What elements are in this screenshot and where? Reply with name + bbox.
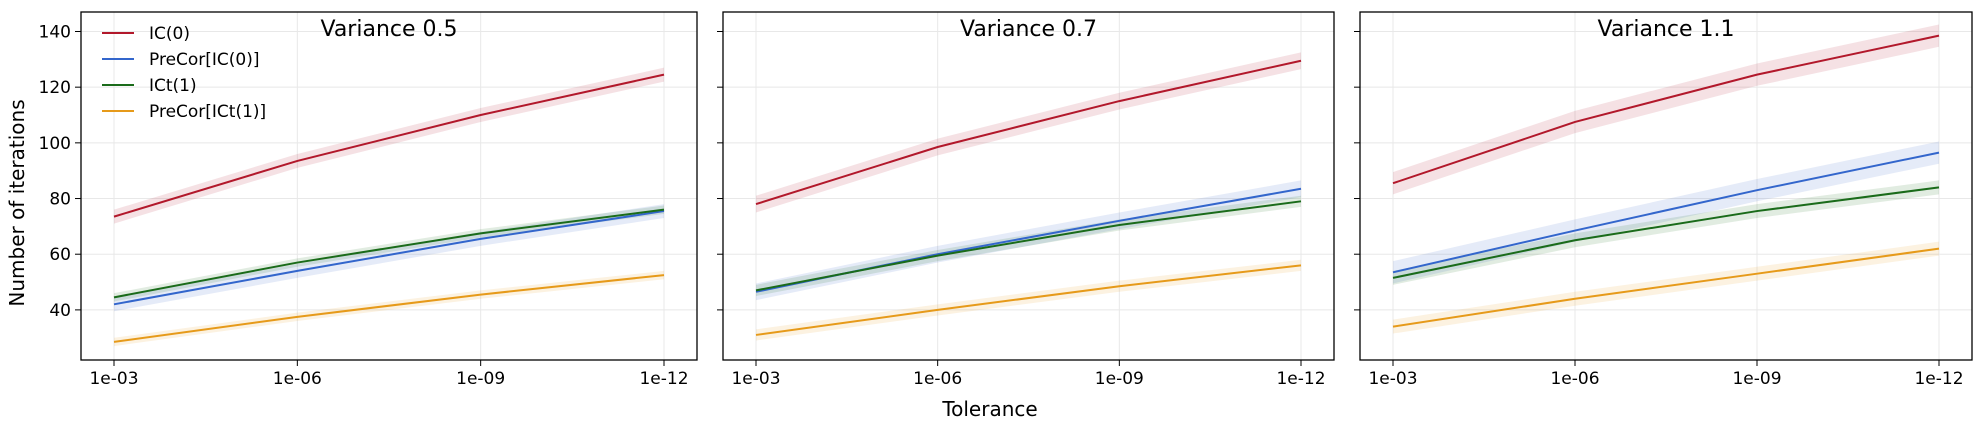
x-tick-label: 1e-09	[456, 369, 505, 389]
x-tick-label: 1e-06	[913, 369, 962, 389]
confidence-band-4	[1393, 241, 1939, 334]
x-tick-label: 1e-09	[1732, 369, 1781, 389]
plot-frame	[722, 11, 1335, 361]
x-tick-label: 1e-12	[1276, 369, 1325, 389]
series-line-1	[1392, 34, 1940, 185]
confidence-band-4	[756, 259, 1301, 341]
x-tick-label: 1e-12	[639, 369, 688, 389]
series-line-3	[1392, 186, 1940, 279]
confidence-band-3	[114, 205, 664, 302]
confidence-band-3	[1393, 180, 1939, 285]
confidence-band-3	[756, 195, 1301, 296]
x-tick-label: 1e-03	[731, 369, 780, 389]
panel-title: Variance 0.5	[320, 17, 457, 42]
legend-entry: PreCor[ICt(1)]	[149, 102, 266, 122]
series-line-3	[755, 200, 1302, 292]
x-tick-label: 1e-12	[1914, 369, 1963, 389]
x-tick-label: 1e-06	[1550, 369, 1599, 389]
series-line-1	[113, 73, 665, 218]
y-tick-label: 80	[49, 190, 71, 210]
legend-entry: IC(0)	[149, 24, 190, 44]
plot-frame	[80, 11, 698, 361]
confidence-band-1	[1393, 24, 1939, 195]
panel-2: 1e-03 1e-06 1e-09 1e-12 Variance 0.7	[717, 11, 1335, 389]
y-tick-label: 100	[39, 134, 71, 154]
y-tick-label: 120	[39, 78, 71, 98]
legend-entry: ICt(1)	[149, 76, 197, 96]
y-axis-label: Number of iterations	[5, 99, 29, 306]
series-line-4	[1392, 247, 1940, 328]
series-line-3	[113, 208, 665, 299]
legend-entry: PreCor[IC(0)]	[149, 50, 260, 70]
panel-title: Variance 1.1	[1597, 17, 1734, 42]
panel-1: 1e-03 1e-06 1e-09 1e-12 40 60 80 100 120 140 Varia…	[39, 11, 698, 389]
confidence-band-1	[756, 52, 1301, 213]
panels: 1e-03 1e-06 1e-09 1e-12 40 60 80 100 120 140 Varia…	[39, 11, 1973, 389]
confidence-band-1	[114, 67, 664, 224]
series-line-2	[113, 210, 665, 306]
confidence-band-2	[1393, 141, 1939, 284]
confidence-band-2	[114, 204, 664, 312]
legend: IC(0) PreCor[IC(0)] ICt(1) PreCor[ICt(1)]	[102, 24, 266, 122]
x-axis-label: Tolerance	[941, 397, 1037, 421]
x-tick-label: 1e-03	[1368, 369, 1417, 389]
series-line-2	[1392, 151, 1940, 274]
series-line-1	[755, 59, 1302, 206]
y-tick-label: 40	[49, 301, 71, 321]
x-tick-label: 1e-09	[1095, 369, 1144, 389]
series-line-4	[113, 274, 665, 343]
panel-3: 1e-03 1e-06 1e-09 1e-12 Variance 1.1	[1354, 11, 1973, 389]
plot-frame	[1359, 11, 1973, 361]
x-tick-label: 1e-06	[273, 369, 322, 389]
y-tick-label: 60	[49, 245, 71, 265]
series-line-4	[755, 264, 1302, 336]
panel-title: Variance 0.7	[960, 17, 1097, 42]
x-tick-label: 1e-03	[89, 369, 138, 389]
y-tick-label: 140	[39, 22, 71, 42]
